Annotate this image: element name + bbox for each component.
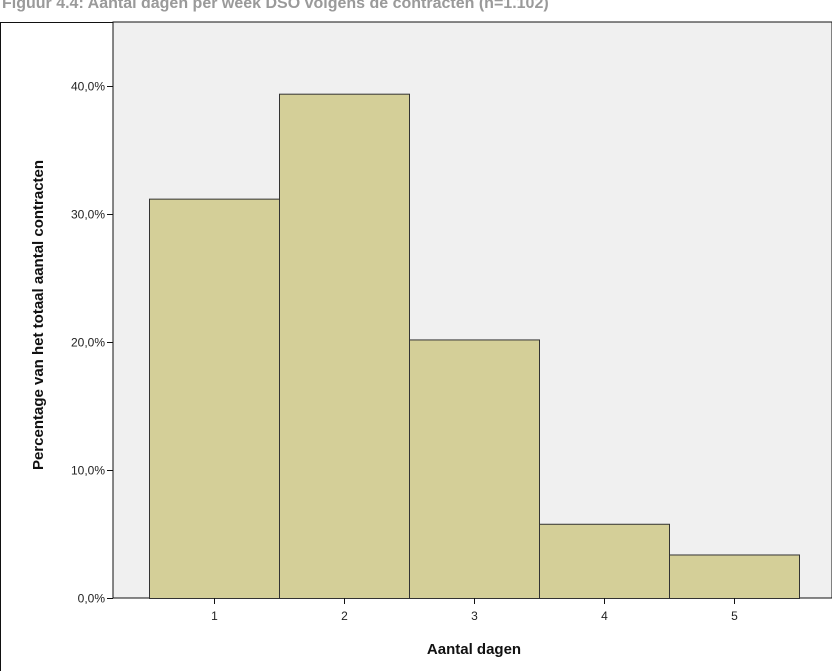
y-tick-label: 20,0% bbox=[71, 336, 105, 350]
y-tick-label: 40,0% bbox=[71, 80, 105, 94]
x-tick-label: 4 bbox=[601, 609, 608, 623]
x-tick-label: 2 bbox=[341, 609, 348, 623]
x-axis: 1 2 3 4 5 bbox=[211, 598, 738, 623]
x-tick-label: 3 bbox=[471, 609, 478, 623]
bar-1 bbox=[149, 198, 280, 599]
y-axis-title: Percentage van het totaal aantal contrac… bbox=[30, 160, 47, 470]
bars bbox=[149, 93, 800, 600]
figure-title: Figuur 4.4: Aantal dagen per week DSO vo… bbox=[2, 0, 549, 12]
bar-3 bbox=[409, 339, 540, 599]
y-tick-label: 0,0% bbox=[78, 592, 106, 606]
y-tick-label: 30,0% bbox=[71, 208, 105, 222]
y-axis: 0,0% 10,0% 20,0% 30,0% 40,0% bbox=[71, 80, 113, 606]
y-tick-label: 10,0% bbox=[71, 464, 105, 478]
x-axis-title: Aantal dagen bbox=[427, 641, 521, 658]
bar-5 bbox=[669, 554, 800, 599]
x-tick-label: 5 bbox=[731, 609, 738, 623]
bar-4 bbox=[539, 523, 670, 600]
x-tick-label: 1 bbox=[211, 609, 218, 623]
bar-2 bbox=[279, 93, 410, 600]
